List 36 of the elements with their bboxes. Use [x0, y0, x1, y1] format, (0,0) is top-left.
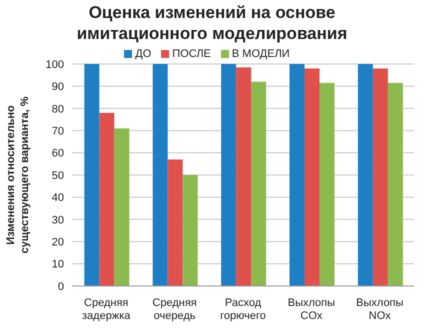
legend-label: ПОСЛЕ: [171, 48, 211, 60]
legend-label: В МОДЕЛИ: [230, 48, 290, 60]
bar: [372, 68, 388, 286]
bar: [320, 82, 335, 286]
y-tick-label: 90: [52, 81, 64, 94]
y-tick-label: 0: [58, 280, 64, 293]
chart-title: Оценка изменений на основе имитационного моделирования: [76, 2, 348, 44]
bar: [182, 175, 198, 286]
bar: [358, 64, 373, 286]
x-tick-label: Средняя задержка: [82, 297, 132, 322]
y-tick-label: 60: [52, 148, 64, 160]
bar: [388, 82, 403, 286]
bar: [84, 64, 100, 286]
y-tick-label: 20: [52, 236, 64, 249]
bar: [221, 64, 236, 286]
x-tick-label: Выхлопы COx: [288, 297, 336, 322]
x-tick-label: Расход горючего: [220, 297, 266, 322]
y-tick-label: 70: [52, 126, 64, 138]
y-tick-label: 50: [52, 170, 64, 182]
y-tick-label: 30: [52, 214, 64, 226]
bar: [152, 64, 168, 286]
bar: [304, 68, 320, 286]
y-axis-title: Изменения относительно существующего варианта, %: [5, 96, 31, 254]
bar: [236, 67, 252, 286]
bar: [114, 128, 130, 286]
bar: [99, 112, 114, 286]
y-tick-label: 80: [52, 103, 64, 116]
y-tick-label: 10: [52, 258, 64, 271]
bar: [168, 159, 183, 286]
x-tick-label: Средняя очередь: [152, 297, 197, 322]
bar: [251, 82, 266, 286]
legend-label: ДО: [134, 48, 152, 60]
y-tick-label: 100: [46, 58, 64, 71]
bar: [290, 64, 305, 286]
x-tick-label: Выхлопы NOx: [356, 297, 404, 322]
y-tick-label: 40: [52, 192, 64, 204]
